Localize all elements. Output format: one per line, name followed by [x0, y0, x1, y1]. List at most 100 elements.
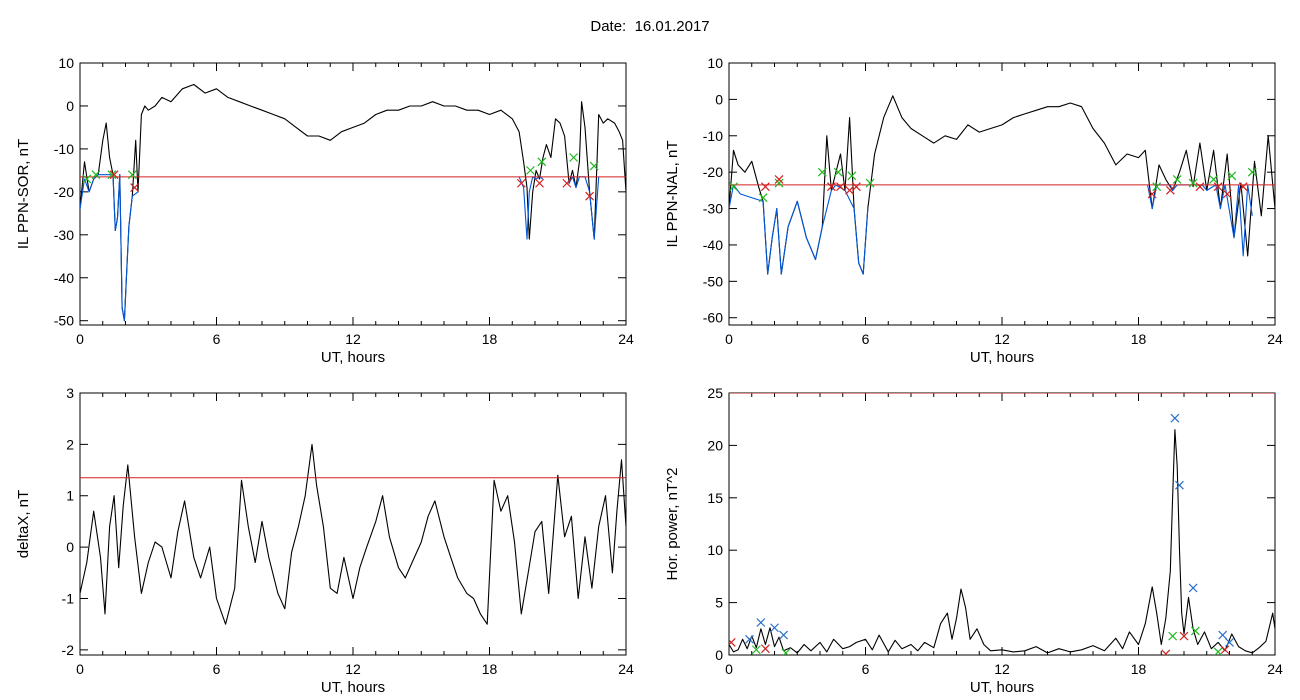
- cross-marker: [1213, 182, 1223, 192]
- x-tick-label: 24: [1267, 661, 1283, 677]
- y-tick-label: -1: [62, 590, 75, 606]
- y-tick-label: 5: [715, 595, 723, 611]
- cross-stroke: [1214, 647, 1223, 655]
- y-axis-label: IL PPN-SOR, nT: [15, 139, 32, 249]
- plot-frame: [728, 392, 1276, 656]
- plot-area: [729, 95, 1275, 275]
- cross-marker: [729, 182, 738, 192]
- cross-marker: [1222, 189, 1232, 199]
- cross-stroke: [1179, 631, 1189, 641]
- cross-marker: [1238, 182, 1248, 192]
- cross-marker: [729, 637, 736, 647]
- cross-marker: [847, 171, 857, 181]
- plot-area: [729, 393, 1275, 655]
- plot-area: [80, 83, 626, 322]
- cross-stroke: [745, 634, 754, 644]
- date-value: 16.01.2017: [634, 18, 710, 35]
- y-axis-label: deltaX, nT: [15, 490, 32, 558]
- cross-stroke: [516, 178, 526, 188]
- cross-stroke: [836, 182, 845, 192]
- y-tick-label: 20: [707, 437, 723, 453]
- x-axis-label: UT, hours: [970, 349, 1034, 366]
- cross-stroke: [729, 182, 738, 192]
- cross-stroke: [1168, 631, 1178, 641]
- cross-stroke: [1220, 645, 1230, 655]
- cross-stroke: [1213, 182, 1223, 192]
- cross-stroke: [833, 167, 843, 177]
- chart-ppn-sor: 0 6 12 18 24 -50 -40 -30 -20 -10 0 10 UT, hours IL PP…: [15, 55, 634, 366]
- cross-marker: [760, 644, 770, 654]
- cross-marker: [770, 623, 779, 633]
- cross-stroke: [585, 191, 595, 201]
- cross-stroke: [760, 182, 770, 192]
- y-tick-label: 2: [66, 436, 74, 452]
- cross-marker: [1227, 171, 1237, 181]
- y-tick-label: -30: [703, 201, 723, 217]
- cross-marker: [516, 178, 526, 188]
- cross-marker: [569, 153, 579, 162]
- cross-marker: [1247, 167, 1257, 177]
- cross-stroke: [1188, 178, 1198, 188]
- cross-stroke: [1172, 175, 1182, 184]
- y-tick-label: 25: [707, 385, 723, 401]
- cross-stroke: [1222, 189, 1232, 199]
- cross-stroke: [729, 637, 736, 646]
- cross-stroke: [1225, 637, 1234, 647]
- cross-marker: [537, 157, 547, 167]
- y-tick-label: 0: [66, 539, 74, 555]
- cross-stroke: [1170, 413, 1180, 423]
- cross-stroke: [774, 175, 784, 184]
- cross-stroke: [1175, 480, 1184, 490]
- cross-marker: [1165, 185, 1175, 195]
- cross-stroke: [770, 623, 779, 633]
- cross-marker: [1190, 626, 1200, 636]
- y-tick-label: -10: [54, 141, 74, 157]
- cross-stroke: [127, 170, 137, 180]
- cross-marker: [760, 182, 770, 192]
- cross-stroke: [758, 193, 768, 203]
- cross-stroke: [865, 178, 875, 188]
- cross-marker: [1213, 647, 1223, 655]
- cross-stroke: [91, 170, 101, 180]
- cross-stroke: [1147, 189, 1157, 199]
- cross-stroke: [562, 178, 572, 188]
- x-tick-label: 0: [76, 331, 84, 347]
- cross-marker: [535, 178, 544, 188]
- x-tick-label: 12: [345, 331, 361, 347]
- cross-stroke: [851, 182, 861, 192]
- x-tick-label: 24: [618, 661, 634, 677]
- chart-ppn-nal: 0 6 12 18 24 -60 -50 -40 -30 -20 -10 0 10 UT, hours IL…: [664, 55, 1283, 366]
- cross-stroke: [1247, 167, 1257, 177]
- cross-stroke: [82, 174, 92, 184]
- cross-marker: [781, 648, 791, 655]
- cross-marker: [1170, 413, 1180, 423]
- cross-marker: [91, 170, 101, 180]
- y-tick-label: 3: [66, 385, 74, 401]
- cross-stroke: [1163, 649, 1171, 655]
- cross-stroke: [1152, 182, 1162, 192]
- cross-marker: [1152, 182, 1162, 192]
- cross-stroke: [1195, 182, 1205, 192]
- y-tick-label: -20: [54, 184, 74, 200]
- cross-stroke: [1238, 182, 1248, 192]
- cross-marker: [1168, 631, 1178, 641]
- x-tick-label: 0: [725, 331, 733, 347]
- date-label: Date:: [590, 18, 627, 35]
- x-axis-label: UT, hours: [970, 679, 1034, 696]
- x-tick-label: 0: [76, 661, 84, 677]
- cross-stroke: [107, 170, 117, 180]
- cross-marker: [826, 182, 836, 192]
- y-axis-label: IL PPN-NAL, nT: [664, 141, 681, 248]
- cross-stroke: [826, 182, 836, 192]
- y-tick-label: -60: [703, 310, 723, 326]
- cross-marker: [836, 182, 845, 192]
- cross-marker: [1147, 189, 1157, 199]
- x-axis-label: UT, hours: [321, 349, 385, 366]
- x-tick-label: 12: [994, 331, 1010, 347]
- x-axis-label: UT, hours: [321, 679, 385, 696]
- x-tick-label: 6: [862, 661, 870, 677]
- cross-marker: [756, 618, 766, 627]
- y-tick-label: -40: [54, 270, 74, 286]
- cross-marker: [589, 161, 599, 171]
